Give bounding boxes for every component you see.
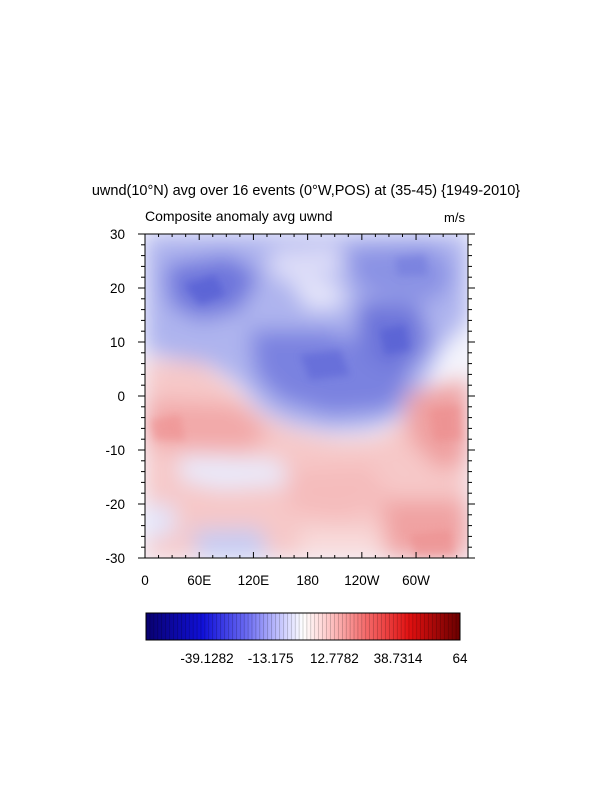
colorbar-label: 64	[452, 651, 468, 666]
colorbar-segments	[149, 613, 457, 640]
y-tick-label: 10	[110, 335, 125, 350]
chart-subtitle: Composite anomaly avg uwnd	[145, 208, 333, 224]
y-tick-label: 30	[110, 227, 125, 242]
units-label: m/s	[444, 210, 465, 225]
x-tick-label: 60E	[187, 573, 211, 588]
y-tick-label: -30	[105, 551, 125, 566]
colorbar-frame	[145, 612, 461, 641]
colorbar-gradient	[146, 613, 460, 640]
y-tick-label: -10	[105, 443, 125, 458]
heatmap-field	[145, 234, 468, 558]
x-tick-label: 120E	[238, 573, 270, 588]
y-tick-label: 20	[110, 281, 125, 296]
colorbar: -39.1282 -13.175 12.7782 38.7314 64	[145, 612, 468, 666]
x-tick-label: 180	[296, 573, 319, 588]
colorbar-label: -13.175	[248, 651, 294, 666]
y-tick-label: -20	[105, 497, 125, 512]
x-tick-label: 120W	[344, 573, 380, 588]
colorbar-label: 12.7782	[310, 651, 359, 666]
x-axis-tick-labels: 0 60E 120E 180 120W 60W	[141, 573, 430, 588]
chart-title: uwnd(10°N) avg over 16 events (0°W,POS) …	[91, 183, 521, 199]
colorbar-labels: -39.1282 -13.175 12.7782 38.7314 64	[180, 651, 468, 666]
colorbar-label: 38.7314	[374, 651, 423, 666]
y-tick-label: 0	[117, 389, 125, 404]
colorbar-label: -39.1282	[180, 651, 233, 666]
y-axis-tick-labels: 30 20 10 0 -10 -20 -30	[105, 227, 125, 566]
x-tick-label: 0	[141, 573, 149, 588]
axis-ticks	[138, 233, 475, 559]
anomaly-detail	[150, 255, 462, 556]
x-tick-label: 60W	[402, 573, 430, 588]
